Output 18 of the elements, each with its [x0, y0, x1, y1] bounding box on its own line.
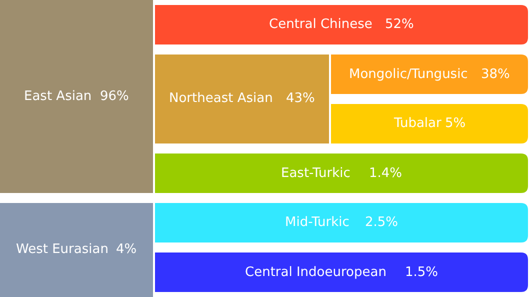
category-label: Northeast Asian — [169, 91, 273, 106]
category-label: West Eurasian — [16, 242, 108, 257]
category-label: Mid-Turkic — [285, 215, 350, 230]
category-label: East-Turkic — [281, 166, 350, 181]
data-label: 5% — [445, 116, 466, 131]
data-label: 96% — [100, 89, 129, 104]
data-label: 2.5% — [365, 215, 398, 230]
data-label: 52% — [385, 17, 414, 32]
data-label: 1.4% — [369, 166, 402, 181]
data-label: 4% — [116, 242, 137, 257]
category-label: Mongolic/Tungusic — [349, 67, 468, 82]
category-label: Central Chinese — [269, 17, 372, 32]
category-label: East Asian — [24, 89, 92, 104]
data-label: 43% — [286, 91, 315, 106]
category-label: Central Indoeuropean — [245, 265, 386, 280]
data-label: 38% — [481, 67, 510, 82]
data-label: 1.5% — [405, 265, 438, 280]
category-label: Tubalar — [393, 116, 442, 131]
